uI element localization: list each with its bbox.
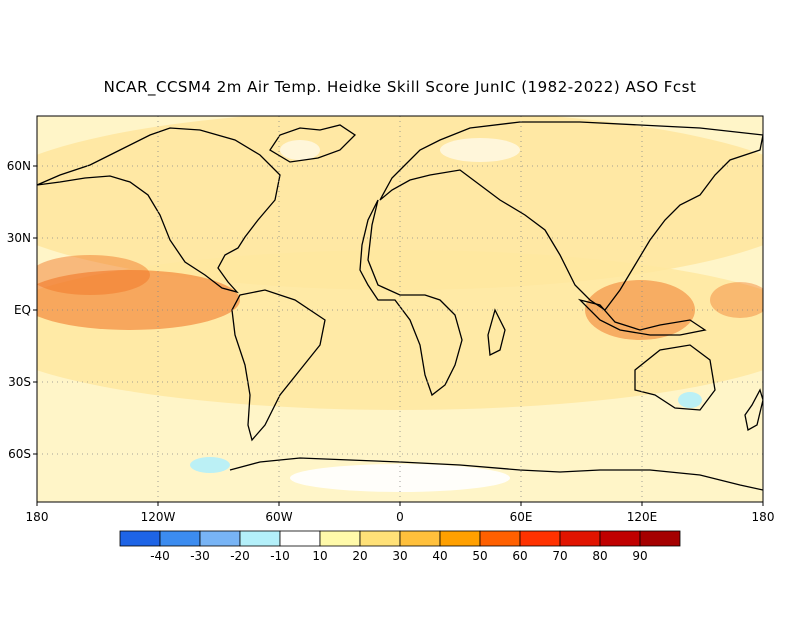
colorbar-swatch xyxy=(199,530,241,547)
skill-patch xyxy=(37,270,240,330)
colorbar-label: 30 xyxy=(392,549,407,563)
lon-tick-label: 60W xyxy=(265,510,292,524)
lat-tick-label: EQ xyxy=(14,303,31,317)
skill-patch xyxy=(37,116,763,290)
skill-patch xyxy=(585,280,695,340)
skill-patch xyxy=(37,255,150,295)
lat-tick-label: 60S xyxy=(8,447,31,461)
colorbar: -40 -30 -20 -10 10 20 30 40 50 60 70 80 90 xyxy=(119,530,681,563)
skill-patch xyxy=(678,392,702,408)
coastline-path xyxy=(577,298,707,336)
lon-tick-label: 60E xyxy=(510,510,533,524)
colorbar-swatch xyxy=(439,530,481,547)
colorbar-swatch xyxy=(159,530,201,547)
lon-tick-label: 120W xyxy=(141,510,176,524)
coastlines xyxy=(37,121,763,491)
colorbar-label: -10 xyxy=(270,549,290,563)
lat-tick-label: 30S xyxy=(8,375,31,389)
skill-patch xyxy=(190,457,230,473)
lon-tick-label: 180 xyxy=(26,510,49,524)
graticule xyxy=(37,116,763,502)
lat-tick-label: 60N xyxy=(7,159,31,173)
colorbar-label: -20 xyxy=(230,549,250,563)
colorbar-label: 40 xyxy=(432,549,447,563)
colorbar-label: 70 xyxy=(552,549,567,563)
chart-title: NCAR_CCSM4 2m Air Temp. Heidke Skill Sco… xyxy=(103,78,697,96)
coastline-path xyxy=(269,124,357,163)
colorbar-swatch xyxy=(359,530,401,547)
coastline-path xyxy=(487,308,506,357)
lon-tick-label: 120E xyxy=(627,510,658,524)
coastline-path xyxy=(229,457,763,491)
colorbar-swatch xyxy=(319,530,361,547)
colorbar-label: 90 xyxy=(632,549,647,563)
coastline-path xyxy=(744,388,763,432)
colorbar-swatch xyxy=(559,530,601,547)
colorbar-label: 20 xyxy=(352,549,367,563)
colorbar-swatch xyxy=(519,530,561,547)
colorbar-swatch xyxy=(239,530,281,547)
skill-field xyxy=(37,116,763,502)
colorbar-swatch xyxy=(639,530,681,547)
lon-tick-label: 0 xyxy=(396,510,404,524)
lon-tick-label: 180 xyxy=(752,510,775,524)
colorbar-label: 10 xyxy=(312,549,327,563)
skill-patch xyxy=(280,140,320,160)
colorbar-swatch xyxy=(479,530,521,547)
colorbar-swatch xyxy=(279,530,321,547)
skill-patch xyxy=(290,464,510,492)
colorbar-swatch xyxy=(399,530,441,547)
coastline-path xyxy=(231,289,326,442)
colorbar-label: 80 xyxy=(592,549,607,563)
coastline-path xyxy=(359,199,463,397)
colorbar-swatch xyxy=(119,530,161,547)
skill-patch xyxy=(710,282,763,318)
lat-tick-label: 30N xyxy=(7,231,31,245)
colorbar-label: -30 xyxy=(190,549,210,563)
colorbar-label: -40 xyxy=(150,549,170,563)
colorbar-label: 50 xyxy=(472,549,487,563)
coastline-path xyxy=(634,344,716,411)
colorbar-swatch xyxy=(599,530,641,547)
coastline-path xyxy=(37,127,281,294)
colorbar-label: 60 xyxy=(512,549,527,563)
coastline-path xyxy=(379,121,763,311)
skill-patch xyxy=(440,138,520,162)
